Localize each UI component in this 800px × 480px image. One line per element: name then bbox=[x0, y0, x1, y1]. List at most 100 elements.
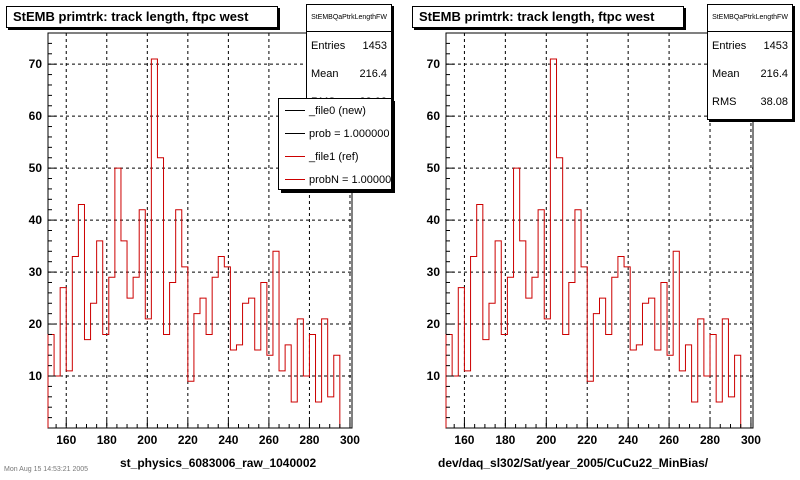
histogram-bin bbox=[716, 402, 722, 428]
histogram-bin bbox=[649, 298, 655, 428]
stats-row-entries: Entries 1453 bbox=[708, 32, 792, 60]
histogram-bin bbox=[563, 334, 569, 428]
y-tick-label: 10 bbox=[427, 369, 441, 383]
histogram-plot-right: 160 180 200 220 240 260 280 300 10 20 30 40 50 60 70 bbox=[427, 32, 761, 447]
legend-entry: prob = 1.000000 bbox=[279, 122, 391, 145]
histogram-bin bbox=[224, 267, 230, 428]
histogram-bin bbox=[679, 371, 685, 428]
stats-value: 38.08 bbox=[760, 96, 788, 108]
histogram-bin bbox=[581, 267, 587, 428]
histogram-line bbox=[47, 58, 341, 428]
histogram-bin bbox=[212, 277, 218, 428]
x-tick-label: 180 bbox=[495, 433, 515, 447]
stats-label: Mean bbox=[311, 68, 339, 80]
x-axis-title-right: dev/daq_sl302/Sat/year_2005/CuCu22_MinBi… bbox=[438, 456, 709, 470]
x-tick-label: 240 bbox=[218, 433, 238, 447]
histogram-bin bbox=[145, 319, 151, 428]
histogram-bin bbox=[618, 256, 624, 428]
x-tick-label: 200 bbox=[137, 433, 157, 447]
x-axis-title-left: st_physics_6083006_raw_1040002 bbox=[120, 456, 317, 470]
histogram-bin bbox=[91, 303, 97, 428]
histogram-bin bbox=[489, 303, 495, 428]
stats-value: 1453 bbox=[362, 40, 387, 52]
legend-label: _file0 (new) bbox=[309, 104, 366, 117]
y-tick-label: 10 bbox=[29, 369, 43, 383]
histogram-bin bbox=[249, 298, 255, 428]
plot-frame bbox=[445, 32, 754, 429]
y-tick-label: 50 bbox=[29, 161, 43, 175]
stats-name-right: StEMBQaPtrkLengthFW bbox=[708, 5, 792, 32]
x-tick-label: 160 bbox=[454, 433, 474, 447]
stats-row-entries: Entries 1453 bbox=[307, 32, 391, 60]
legend-box: _file0 (new) prob = 1.000000 _file1 (ref… bbox=[278, 98, 392, 190]
histogram-bin bbox=[236, 345, 242, 428]
histogram-bin bbox=[157, 158, 163, 428]
histogram-bin bbox=[483, 340, 489, 428]
histogram-bin bbox=[170, 282, 176, 428]
histogram-bin bbox=[520, 241, 526, 428]
histogram-bin bbox=[526, 298, 532, 428]
histogram-bin bbox=[164, 334, 170, 428]
histogram-bin bbox=[728, 397, 734, 428]
histogram-bin bbox=[176, 210, 182, 428]
y-tick-label: 40 bbox=[427, 213, 441, 227]
histogram-bin bbox=[569, 282, 575, 428]
histogram-bin bbox=[285, 345, 291, 428]
stats-label: Entries bbox=[311, 40, 346, 52]
stats-label: Entries bbox=[712, 40, 747, 52]
histogram-bin bbox=[200, 298, 206, 428]
x-tick-label: 180 bbox=[97, 433, 117, 447]
histogram-bin bbox=[182, 267, 188, 428]
legend-entry: probN = 1.000000 bbox=[279, 168, 392, 189]
histogram-bin bbox=[206, 334, 212, 428]
x-tick-label: 280 bbox=[299, 433, 319, 447]
histogram-bin bbox=[587, 381, 593, 428]
histogram-bin bbox=[593, 314, 599, 428]
histogram-bin bbox=[655, 350, 661, 428]
histogram-bin bbox=[477, 205, 483, 428]
histogram-bin bbox=[544, 319, 550, 428]
histogram-bin bbox=[84, 340, 90, 428]
histogram-bin bbox=[334, 355, 340, 428]
footer-timestamp: Mon Aug 15 14:53:21 2005 bbox=[4, 466, 89, 473]
y-tick-label: 20 bbox=[29, 317, 43, 331]
histogram-bin bbox=[97, 241, 103, 428]
histogram-bin bbox=[316, 402, 322, 428]
histogram-bin bbox=[267, 355, 273, 428]
histogram-bin bbox=[109, 277, 115, 428]
stats-row-mean: Mean 216.4 bbox=[708, 60, 792, 88]
y-tick-label: 30 bbox=[29, 265, 43, 279]
histogram-bin bbox=[704, 376, 710, 428]
legend-entry: _file0 (new) bbox=[279, 99, 391, 122]
histogram-bin bbox=[261, 282, 267, 428]
y-tick-label: 40 bbox=[29, 213, 43, 227]
stats-name-left: StEMBQaPtrkLengthFW bbox=[307, 5, 391, 32]
histogram-bin bbox=[72, 256, 78, 428]
legend-label: probN = 1.000000 bbox=[309, 173, 392, 186]
histogram-bin bbox=[103, 334, 109, 428]
histogram-bin bbox=[722, 319, 728, 428]
x-tick-label: 240 bbox=[618, 433, 638, 447]
histogram-panel-right: 160 180 200 220 240 260 280 300 10 20 30 40 50 60 70 S… bbox=[400, 0, 800, 480]
histogram-bin bbox=[636, 345, 642, 428]
histogram-bin bbox=[624, 267, 630, 428]
histogram-bin bbox=[115, 168, 121, 428]
x-tick-label: 260 bbox=[659, 433, 679, 447]
histogram-bin bbox=[514, 168, 520, 428]
stats-value: 38.08 bbox=[359, 88, 387, 99]
y-tick-label: 70 bbox=[29, 57, 43, 71]
histogram-bin bbox=[673, 251, 679, 428]
x-tick-label: 280 bbox=[700, 433, 720, 447]
histogram-bin bbox=[127, 298, 133, 428]
histogram-bin bbox=[328, 397, 334, 428]
histogram-bin bbox=[452, 376, 458, 428]
histogram-bin bbox=[297, 319, 303, 428]
x-tick-label: 200 bbox=[536, 433, 556, 447]
plot-title-right: StEMB primtrk: track length, ftpc west bbox=[412, 6, 684, 28]
y-tick-label: 20 bbox=[427, 317, 441, 331]
histogram-bin bbox=[557, 158, 563, 428]
stats-row-rms: RMS 38.08 bbox=[307, 88, 391, 99]
histogram-bin bbox=[322, 319, 328, 428]
y-tick-label: 30 bbox=[427, 265, 441, 279]
histogram-bin bbox=[194, 314, 200, 428]
